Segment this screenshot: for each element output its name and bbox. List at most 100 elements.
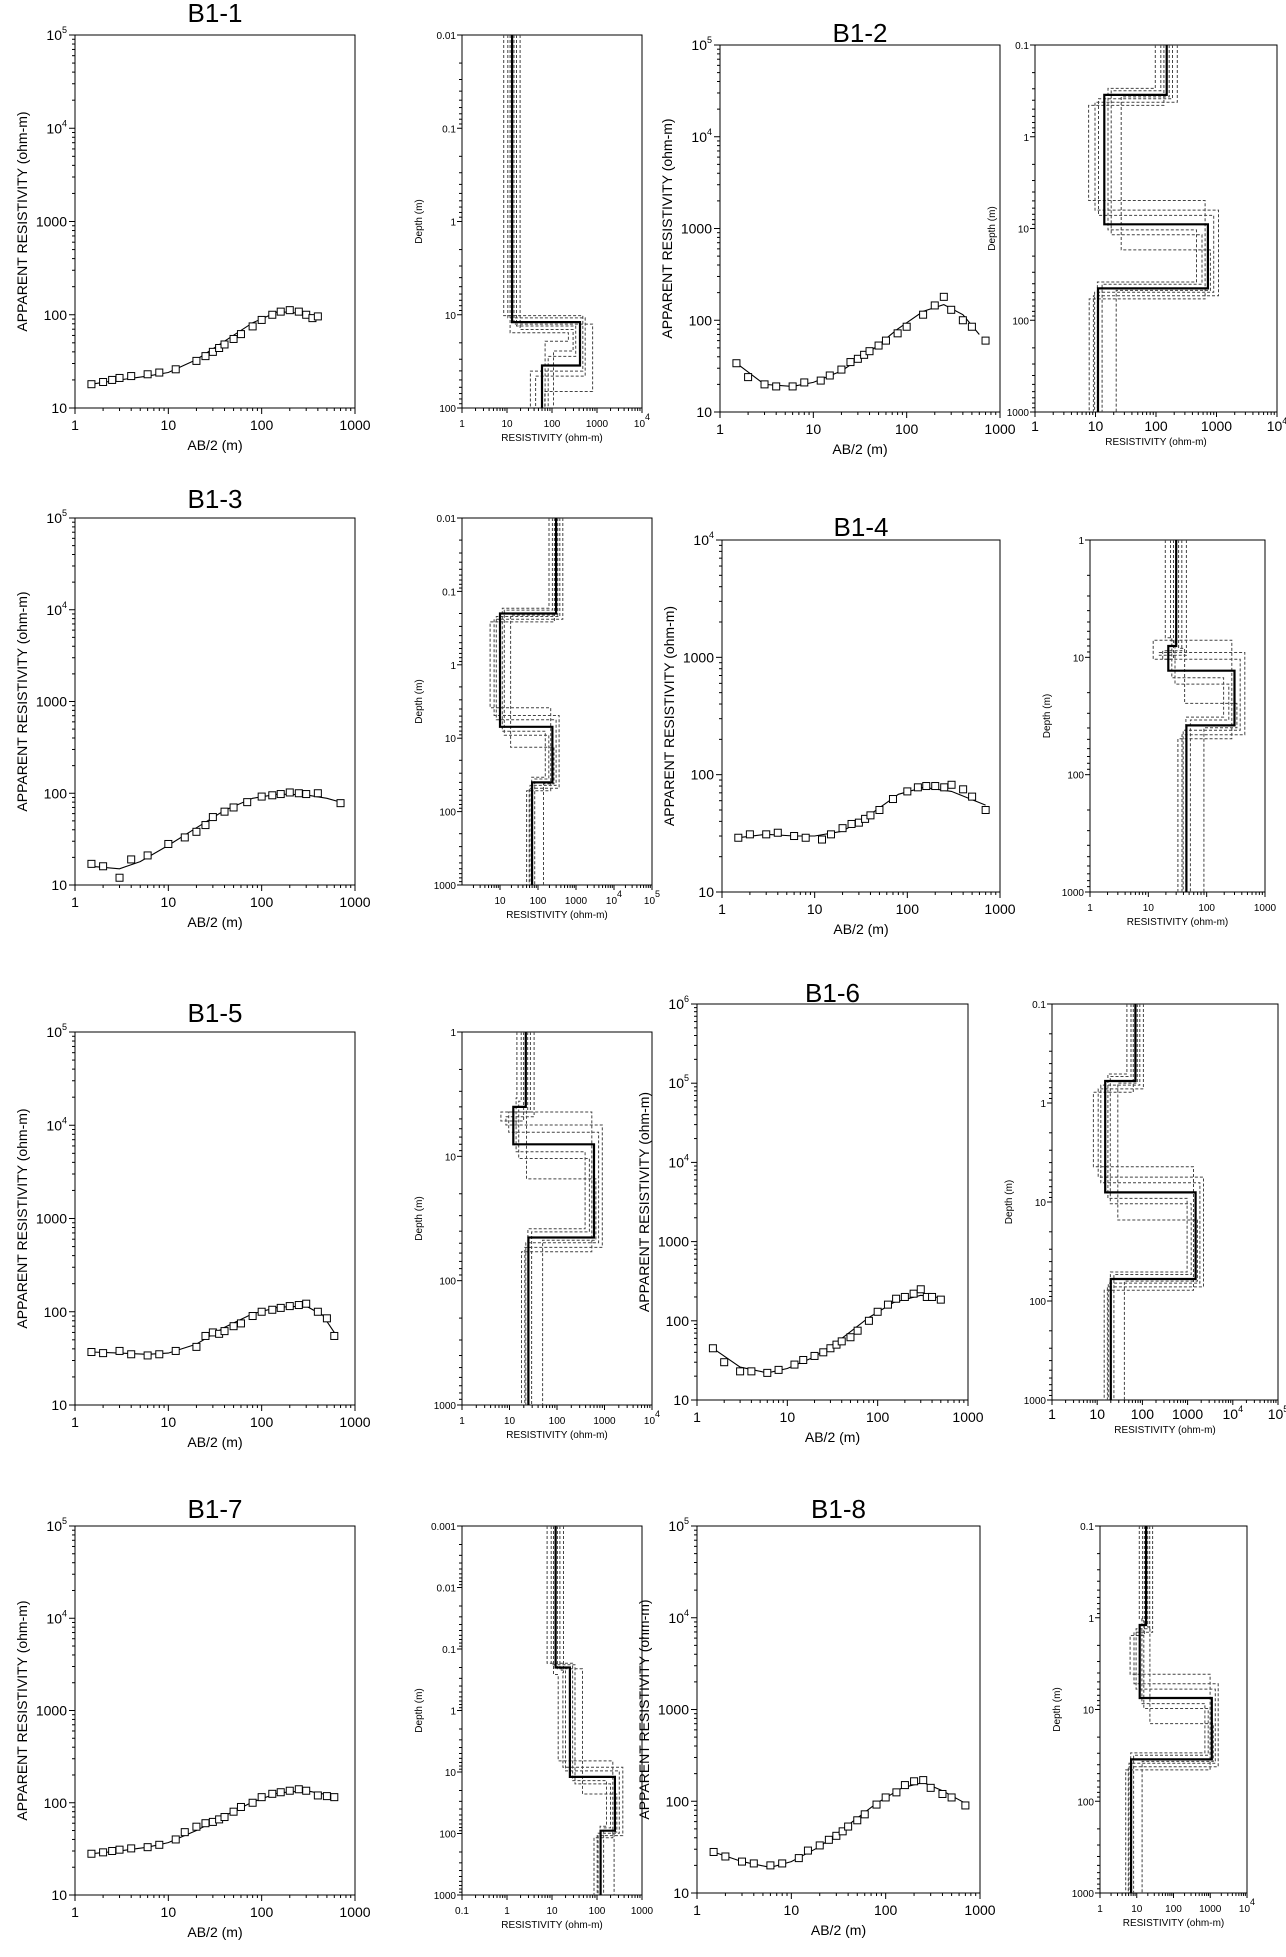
equivalent-model-line xyxy=(1109,1004,1192,1400)
observed-data-point xyxy=(192,1822,201,1831)
observed-data-point xyxy=(220,1813,229,1822)
equivalent-model-line xyxy=(1100,1004,1201,1400)
x-tick-label: 10 xyxy=(501,419,513,430)
x-tick-label: 1000 xyxy=(565,896,588,907)
observed-data-point xyxy=(268,1789,277,1798)
y-axis-label: APPARENT RESISTIVITY (ohm-m) xyxy=(14,1108,30,1328)
y-tick-label: 1 xyxy=(1088,1614,1094,1625)
equivalent-model-line xyxy=(1115,45,1211,412)
y-tick-label: 100 xyxy=(666,1313,690,1329)
observed-data-point xyxy=(330,1331,339,1340)
chart-title: B1-2 xyxy=(833,18,888,48)
observed-data-point xyxy=(171,365,180,374)
observed-data-point xyxy=(938,1789,947,1798)
observed-data-point xyxy=(115,1845,124,1854)
observed-data-point xyxy=(155,368,164,377)
observed-data-point xyxy=(257,1307,266,1316)
x-tick-label: 1000 xyxy=(1199,1904,1222,1915)
y-tick-label: 104 xyxy=(46,600,67,618)
y-tick-label: 1000 xyxy=(36,694,67,710)
equivalent-models xyxy=(1088,45,1219,412)
y-axis-label: Depth (m) xyxy=(1052,1687,1063,1731)
observed-data-point xyxy=(873,1307,882,1316)
best-fit-model-line xyxy=(1167,540,1236,892)
plot-frame xyxy=(1099,1525,1248,1894)
x-tick-label: 10 xyxy=(1143,903,1155,914)
x-tick-label: 100 xyxy=(250,1904,274,1920)
x-tick-label: 1000 xyxy=(631,1906,654,1917)
equivalent-model-line xyxy=(559,1526,620,1895)
x-tick-label: 10 xyxy=(161,1414,177,1430)
x-tick-label: 1 xyxy=(459,1416,465,1427)
y-tick-label: 1 xyxy=(450,218,456,229)
y-axis-label: APPARENT RESISTIVITY (ohm-m) xyxy=(14,1600,30,1820)
y-tick-label: 10 xyxy=(1035,1198,1047,1209)
model-fit-line xyxy=(713,1781,966,1868)
equivalent-model-line xyxy=(546,1526,607,1895)
y-tick-label: 10 xyxy=(445,734,457,745)
observed-data-point xyxy=(981,805,990,814)
equivalent-model-line xyxy=(1164,540,1225,892)
observed-data-point xyxy=(909,1289,918,1298)
y-axis-label: Depth (m) xyxy=(414,1688,425,1732)
x-axis-label: RESISTIVITY (ohm-m) xyxy=(1127,917,1229,928)
equivalent-model-line xyxy=(1088,45,1206,412)
x-tick-label: 1000 xyxy=(339,1414,370,1430)
x-tick-label: 1 xyxy=(459,419,465,430)
observed-data-point xyxy=(294,789,303,798)
equivalent-model-line xyxy=(508,1032,600,1405)
observed-data-point xyxy=(192,1342,201,1351)
observed-data-point xyxy=(778,1859,787,1868)
equivalent-model-line xyxy=(503,35,584,408)
observed-data-point xyxy=(87,859,96,868)
observed-data-point xyxy=(919,1776,928,1785)
x-tick-label: 1 xyxy=(1031,418,1039,434)
x-axis-label: AB/2 (m) xyxy=(187,437,242,453)
equivalent-model-line xyxy=(526,1032,597,1405)
equivalent-model-line xyxy=(1170,540,1230,892)
observed-data-point xyxy=(794,1854,803,1863)
best-fit-model-line xyxy=(1130,1526,1213,1893)
y-tick-label: 100 xyxy=(1012,316,1029,327)
y-tick-label: 1000 xyxy=(658,1702,689,1718)
y-tick-label: 100 xyxy=(44,785,68,801)
observed-data-point xyxy=(832,1831,841,1840)
observed-data-point xyxy=(302,790,311,799)
equivalent-model-line xyxy=(510,518,559,885)
resistivity-model-chart: 1 10 100 1000 104 0.01 0.1 1 10 100 RESISTIVITY (o… xyxy=(414,31,650,444)
observed-data-point xyxy=(853,1326,862,1335)
observed-data-point xyxy=(155,1840,164,1849)
observed-data-point xyxy=(747,1367,756,1376)
equivalent-model-line xyxy=(1127,1526,1219,1893)
x-tick-label: 100 xyxy=(895,421,919,437)
x-axis-label: RESISTIVITY (ohm-m) xyxy=(501,1920,603,1931)
y-tick-label: 1000 xyxy=(1007,408,1030,419)
observed-data-point xyxy=(766,1861,775,1870)
observed-data-point xyxy=(268,791,277,800)
y-tick-label: 10 xyxy=(51,877,67,893)
x-axis-label: AB/2 (m) xyxy=(187,1924,242,1940)
observed-data-point xyxy=(99,1848,108,1857)
observed-data-point xyxy=(708,1344,717,1353)
observed-data-point xyxy=(847,819,856,828)
x-tick-label: 10 xyxy=(494,896,506,907)
equivalent-model-line xyxy=(1092,45,1219,412)
x-tick-label: 1000 xyxy=(1201,418,1232,434)
equivalent-model-line xyxy=(509,35,569,408)
x-tick-label: 104 xyxy=(1267,416,1286,434)
observed-data-point xyxy=(763,1368,772,1377)
observed-data-point xyxy=(143,851,152,860)
y-tick-label: 0.1 xyxy=(442,1645,456,1656)
x-tick-label: 1 xyxy=(693,1409,701,1425)
observed-data-point xyxy=(236,1802,245,1811)
x-tick-label: 100 xyxy=(896,901,920,917)
equivalent-models xyxy=(546,1526,624,1895)
x-tick-label: 1000 xyxy=(586,419,609,430)
observed-data-point xyxy=(745,830,754,839)
observed-data-point xyxy=(930,301,939,310)
x-tick-label: 0.1 xyxy=(455,1906,469,1917)
